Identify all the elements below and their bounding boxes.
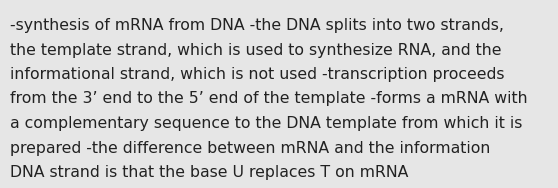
Text: a complementary sequence to the DNA template from which it is: a complementary sequence to the DNA temp… [10,116,522,131]
Text: prepared -the difference between mRNA and the information: prepared -the difference between mRNA an… [10,140,490,155]
Text: from the 3’ end to the 5’ end of the template -forms a mRNA with: from the 3’ end to the 5’ end of the tem… [10,92,528,106]
Text: informational strand, which is not used -transcription proceeds: informational strand, which is not used … [10,67,504,82]
Text: the template strand, which is used to synthesize RNA, and the: the template strand, which is used to sy… [10,42,502,58]
Text: DNA strand is that the base U replaces T on mRNA: DNA strand is that the base U replaces T… [10,165,408,180]
Text: -synthesis of mRNA from DNA -the DNA splits into two strands,: -synthesis of mRNA from DNA -the DNA spl… [10,18,504,33]
